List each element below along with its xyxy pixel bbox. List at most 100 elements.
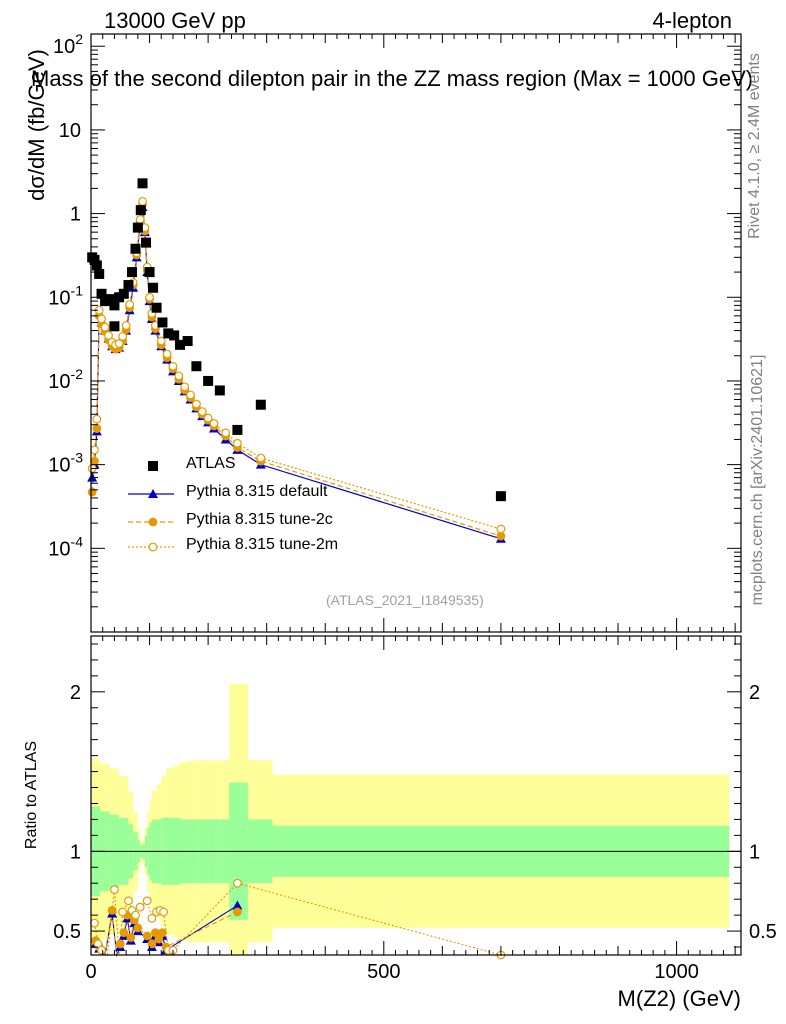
y-tick-label: 10-2 — [48, 366, 83, 393]
ratio-marker-tune-2m — [142, 896, 152, 906]
marker-tune-2m — [221, 428, 231, 438]
atlas-data-point — [109, 300, 120, 311]
ratio-tick-label-right: 2 — [749, 682, 760, 704]
marker-tune-2m — [186, 390, 195, 400]
marker-tune-2m — [104, 331, 113, 340]
chart-title: Mass of the second dilepton pair in the … — [31, 66, 754, 91]
marker-tune-2m — [135, 215, 145, 224]
ratio-marker-tune-2m — [118, 907, 128, 917]
atlas-data-point — [151, 302, 162, 313]
mcplots-label: mcplots.cern.ch [arXiv:2401.10621] — [749, 354, 766, 606]
marker-tune-2m — [162, 349, 172, 359]
atlas-data-point — [135, 205, 146, 216]
atlas-data-point — [148, 282, 159, 293]
header-left: 13000 GeV pp — [104, 8, 246, 33]
marker-tune-2m — [168, 361, 178, 371]
legend-marker-tune-2m — [148, 542, 158, 552]
atlas-data-point — [137, 178, 148, 189]
axis-ticks — [90, 34, 741, 955]
data-points — [87, 178, 506, 960]
atlas-data-point — [169, 330, 180, 341]
marker-tune-2m — [114, 339, 124, 348]
atlas-data-point — [130, 243, 141, 254]
ratio-marker-tune-2m — [131, 910, 140, 920]
atlas-data-point — [157, 317, 168, 328]
atlas-data-point — [91, 260, 102, 271]
marker-tune-2m — [180, 382, 190, 392]
ratio-marker-tune-2m — [232, 878, 242, 888]
x-tick-label: 1000 — [654, 961, 699, 983]
header-right: 4-lepton — [652, 8, 732, 33]
ratio-marker-tune-2c — [142, 931, 152, 941]
ratio-marker-tune-2c — [115, 939, 125, 949]
marker-tune-2m — [197, 407, 207, 417]
marker-tune-2m — [121, 321, 131, 330]
y-tick-label: 10-3 — [48, 450, 83, 477]
ratio-marker-tune-2c — [158, 928, 167, 938]
marker-tune-2m — [174, 371, 184, 381]
marker-tune-2m — [209, 419, 219, 428]
ratio-marker-tune-2c — [107, 905, 117, 915]
legend-label-atlas: ATLAS — [186, 455, 236, 472]
atlas-data-point — [203, 375, 214, 386]
ratio-frame — [90, 635, 742, 956]
ratio-marker-tune-2c — [232, 907, 242, 917]
ratio-marker-tune-2m — [90, 918, 99, 928]
marker-tune-2m — [256, 453, 266, 463]
ratio-uncertainty-band — [91, 683, 741, 955]
atlas-data-point — [214, 385, 225, 396]
atlas-data-point — [109, 321, 120, 332]
marker-tune-2m — [156, 336, 166, 346]
legend-marker-tune-2c — [148, 517, 158, 527]
atlas-data-point — [182, 336, 193, 347]
marker-tune-2m — [138, 196, 147, 206]
marker-tune-2m — [97, 314, 106, 324]
analysis-id: (ATLAS_2021_I1849535) — [326, 592, 484, 608]
ratio-tick-label-right: 0.5 — [749, 921, 777, 943]
y-tick-label: 10-4 — [48, 533, 83, 560]
atlas-data-point — [495, 491, 506, 502]
ratio-tick-label: 1 — [70, 841, 81, 863]
marker-tune-2c — [92, 424, 102, 433]
atlas-data-point — [126, 267, 137, 278]
legend — [128, 461, 174, 552]
legend-label-default: Pythia 8.315 default — [186, 483, 328, 500]
ratio-marker-tune-2c — [119, 928, 129, 938]
atlas-data-point — [141, 237, 152, 248]
plot-frames — [90, 33, 742, 956]
ratio-marker-tune-2c — [147, 939, 157, 949]
marker-tune-2m — [203, 413, 213, 423]
marker-tune-2m — [232, 438, 242, 448]
ratio-axis-label: Ratio to ATLAS — [23, 740, 40, 850]
marker-tune-2m — [100, 322, 110, 332]
y-tick-label: 10 — [59, 120, 81, 142]
ratio-marker-tune-2c — [126, 933, 136, 942]
atlas-data-point — [191, 361, 202, 372]
rivet-version-label: Rivet 4.1.0, ≥ 2.4M events — [746, 53, 763, 239]
legend-marker-atlas — [148, 461, 158, 471]
atlas-data-point — [175, 339, 186, 350]
legend-marker-default — [148, 489, 158, 498]
ratio-marker-tune-2m — [159, 907, 169, 917]
ratio-marker-tune-2m — [110, 885, 119, 895]
atlas-data-point — [94, 268, 105, 279]
atlas-data-point — [104, 294, 115, 305]
tick-labels: 0 500 1000 10-4 10-3 10-2 10-1 1 10 102 0.5 0.5 1 1 2 2 — [48, 31, 777, 983]
ratio-marker-tune-2m — [135, 902, 145, 912]
atlas-data-point — [123, 280, 134, 291]
y-tick-label: 102 — [53, 31, 83, 58]
marker-tune-2c — [90, 456, 99, 466]
y-tick-label: 10-1 — [48, 282, 83, 309]
ratio-line-tune-2c — [95, 910, 238, 957]
marker-tune-2m — [192, 399, 201, 409]
atlas-data-point — [96, 288, 107, 299]
series-line-tune-2m — [91, 201, 502, 530]
atlas-data-point — [144, 267, 155, 278]
marker-tune-2m — [125, 300, 135, 309]
marker-tune-2m — [90, 445, 99, 455]
atlas-data-point — [232, 424, 243, 435]
legend-label-tune-2c: Pythia 8.315 tune-2c — [186, 511, 333, 528]
y-tick-label: 1 — [70, 204, 81, 226]
y-axis-label: dσ/dM (fb/GeV) — [24, 49, 49, 201]
